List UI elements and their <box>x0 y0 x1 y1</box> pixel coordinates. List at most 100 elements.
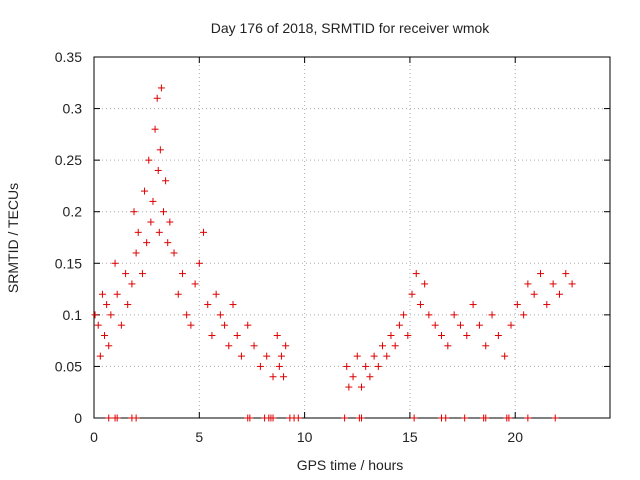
data-point <box>387 331 395 339</box>
data-point <box>562 270 570 278</box>
data-point <box>475 321 483 329</box>
data-point <box>341 414 349 422</box>
data-point <box>195 259 203 267</box>
data-point <box>555 290 563 298</box>
data-point <box>91 311 99 319</box>
data-point <box>505 414 513 422</box>
data-point <box>349 373 357 381</box>
data-point <box>425 311 433 319</box>
data-point <box>549 280 557 288</box>
data-point <box>96 352 104 360</box>
x-tick-label: 20 <box>507 429 523 445</box>
data-point <box>221 321 229 329</box>
data-point <box>141 187 149 195</box>
data-point <box>149 197 157 205</box>
data-point <box>191 280 199 288</box>
data-point <box>273 331 281 339</box>
data-point <box>412 270 420 278</box>
x-axis-label: GPS time / hours <box>297 457 404 473</box>
data-point <box>507 321 515 329</box>
data-point <box>154 166 162 174</box>
data-point <box>256 362 264 370</box>
data-point <box>208 331 216 339</box>
data-point <box>488 311 496 319</box>
data-point <box>124 301 132 309</box>
data-point <box>442 414 450 422</box>
data-point <box>155 228 163 236</box>
data-points <box>91 84 576 422</box>
data-point <box>138 270 146 278</box>
data-point <box>463 331 471 339</box>
data-point <box>143 239 151 247</box>
data-point <box>395 321 403 329</box>
y-tick-label: 0.3 <box>63 101 83 117</box>
data-point <box>117 321 125 329</box>
data-point <box>147 218 155 226</box>
data-point <box>174 290 182 298</box>
data-point <box>280 373 288 381</box>
data-point <box>461 414 469 422</box>
data-point <box>357 383 365 391</box>
data-point <box>200 228 208 236</box>
data-point <box>132 249 140 257</box>
x-tick-label: 5 <box>195 429 203 445</box>
data-point <box>294 414 302 422</box>
data-point <box>250 342 258 350</box>
data-point <box>438 331 446 339</box>
data-point <box>132 414 140 422</box>
data-point <box>543 301 551 309</box>
x-tick-label: 15 <box>402 429 418 445</box>
data-point <box>404 331 412 339</box>
data-point <box>277 352 285 360</box>
data-point <box>170 249 178 257</box>
data-point <box>160 208 168 216</box>
y-tick-label: 0 <box>74 410 82 426</box>
data-point <box>187 321 195 329</box>
data-point <box>282 342 290 350</box>
data-point <box>353 352 361 360</box>
data-point <box>128 280 136 288</box>
data-point <box>216 311 224 319</box>
data-point <box>431 321 439 329</box>
data-point <box>366 373 374 381</box>
data-point <box>450 311 458 319</box>
data-point <box>145 156 153 164</box>
data-point <box>151 125 159 133</box>
data-point <box>400 311 408 319</box>
data-point <box>524 414 532 422</box>
data-point <box>134 228 142 236</box>
y-tick-label: 0.35 <box>55 49 82 65</box>
data-point <box>444 342 452 350</box>
data-point <box>246 414 254 422</box>
chart-title: Day 176 of 2018, SRMTID for receiver wmo… <box>211 20 491 36</box>
data-point <box>421 280 429 288</box>
data-point <box>111 259 119 267</box>
data-point <box>113 414 121 422</box>
data-point <box>130 208 138 216</box>
data-point <box>225 342 233 350</box>
data-point <box>101 331 109 339</box>
data-point <box>383 352 391 360</box>
data-point <box>162 177 170 185</box>
data-point <box>166 218 174 226</box>
y-tick-label: 0.1 <box>63 307 83 323</box>
data-point <box>244 321 252 329</box>
data-point <box>269 414 277 422</box>
data-point <box>494 331 502 339</box>
data-point <box>105 414 113 422</box>
data-point <box>357 414 365 422</box>
data-point <box>408 290 416 298</box>
axis-ticks: 0 5 10 15 20 0 0.05 0.1 0.15 0.2 0.25 0.3 0.35 <box>55 49 610 445</box>
data-point <box>183 311 191 319</box>
data-point <box>482 342 490 350</box>
data-point <box>263 352 271 360</box>
data-point <box>416 301 424 309</box>
data-point <box>105 342 113 350</box>
y-tick-label: 0.05 <box>55 358 82 374</box>
data-point <box>94 321 102 329</box>
data-point <box>275 362 283 370</box>
data-point <box>343 362 351 370</box>
data-point <box>233 331 241 339</box>
data-point <box>345 383 353 391</box>
